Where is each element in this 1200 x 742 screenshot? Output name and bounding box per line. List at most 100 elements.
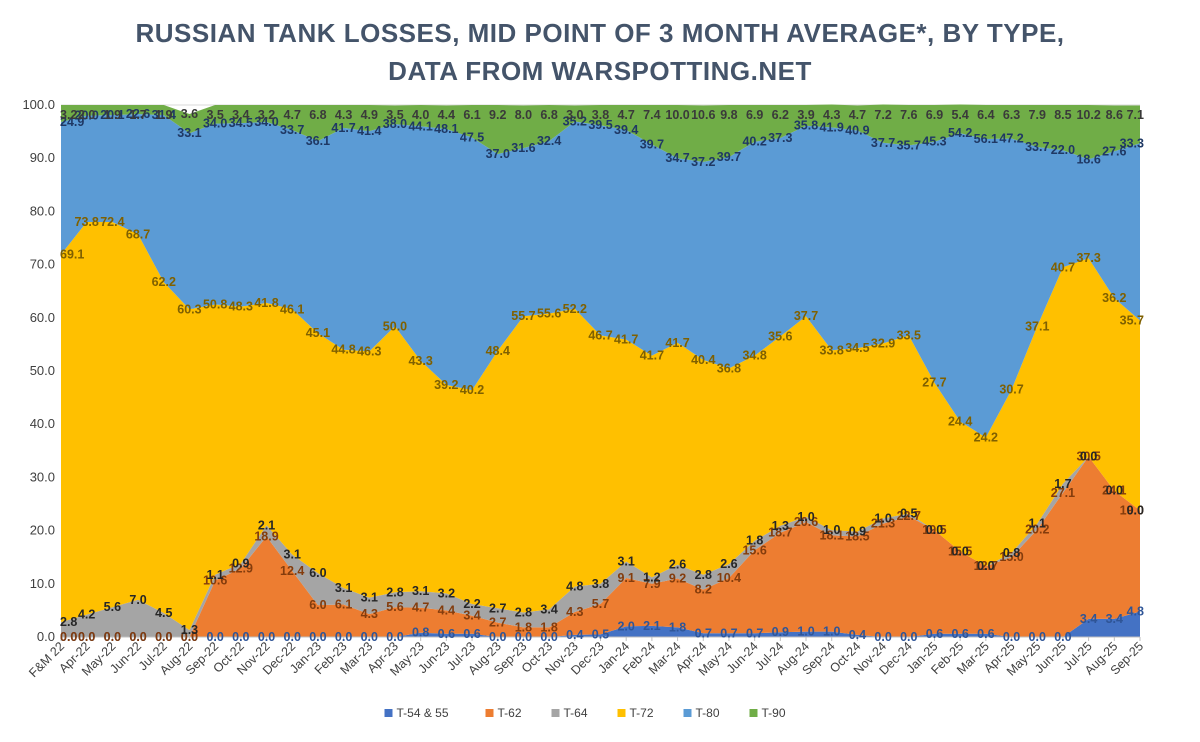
data-label: 0.0 bbox=[1080, 450, 1097, 464]
data-label: 33.8 bbox=[820, 343, 844, 357]
chart-title-line-1: RUSSIAN TANK LOSSES, MID POINT OF 3 MONT… bbox=[135, 18, 1064, 48]
data-label: 34.7 bbox=[665, 151, 689, 165]
data-label: 3.4 bbox=[1080, 612, 1097, 626]
data-label: 39.5 bbox=[588, 118, 612, 132]
data-label: 1.0 bbox=[797, 625, 814, 639]
data-label: 30.5 bbox=[1076, 450, 1100, 464]
data-label: 36.8 bbox=[717, 361, 741, 375]
data-label: 20.6 bbox=[794, 515, 818, 529]
data-label: 0.7 bbox=[695, 626, 712, 640]
data-label: 46.1 bbox=[280, 302, 304, 316]
data-label: 1.3 bbox=[181, 623, 198, 637]
data-label: 37.1 bbox=[1025, 319, 1049, 333]
data-label: 0.0 bbox=[78, 630, 95, 644]
data-label: 0.0 bbox=[155, 630, 172, 644]
y-tick-label: 20.0 bbox=[30, 523, 55, 538]
data-label: 7.1 bbox=[1127, 108, 1144, 122]
data-label: 40.2 bbox=[460, 383, 484, 397]
data-label: 34.0 bbox=[254, 115, 278, 129]
data-label: 0.0 bbox=[1003, 630, 1020, 644]
data-label: 12.9 bbox=[229, 561, 253, 575]
data-label: 2.1 bbox=[643, 619, 660, 633]
data-label: 9.8 bbox=[720, 108, 737, 122]
legend-label: T-90 bbox=[762, 706, 786, 720]
data-label: 0.0 bbox=[361, 630, 378, 644]
data-label: 4.8 bbox=[566, 579, 583, 593]
data-label: 6.8 bbox=[540, 108, 557, 122]
data-label: 0.0 bbox=[104, 630, 121, 644]
data-label: 39.7 bbox=[717, 150, 741, 164]
data-label: 4.4 bbox=[438, 603, 455, 617]
data-label: 2.0 bbox=[78, 108, 95, 122]
data-label: 0.6 bbox=[463, 627, 480, 641]
data-label: 5.6 bbox=[386, 600, 403, 614]
data-label: 41.9 bbox=[820, 120, 844, 134]
data-label: 0.0 bbox=[155, 630, 172, 644]
data-label: 0.0 bbox=[60, 630, 77, 644]
data-label: 6.9 bbox=[926, 108, 943, 122]
data-label: 34.0 bbox=[203, 117, 227, 131]
data-label: 7.4 bbox=[643, 108, 660, 122]
data-label: 33.1 bbox=[177, 126, 201, 140]
data-label: 41.8 bbox=[254, 296, 278, 310]
data-label: 0.9 bbox=[232, 557, 249, 571]
data-label: 1.7 bbox=[1054, 477, 1071, 491]
y-tick-label: 80.0 bbox=[30, 203, 55, 218]
data-label: 0.0 bbox=[1029, 630, 1046, 644]
data-label: 2.8 bbox=[386, 585, 403, 599]
data-label: 3.4 bbox=[540, 602, 557, 616]
data-label: 39.7 bbox=[640, 137, 664, 151]
data-label: 1.7 bbox=[129, 108, 146, 122]
data-label: 0.0 bbox=[515, 630, 532, 644]
data-label: 34.8 bbox=[742, 349, 766, 363]
data-label: 0.0 bbox=[232, 630, 249, 644]
data-label: 24.9 bbox=[60, 115, 84, 129]
data-label: 6.9 bbox=[746, 108, 763, 122]
data-label: 20.0 bbox=[75, 109, 99, 123]
data-label: 34.5 bbox=[845, 341, 869, 355]
data-label: 48.1 bbox=[434, 122, 458, 136]
data-label: 18.5 bbox=[845, 529, 869, 543]
data-label: 4.8 bbox=[1127, 604, 1144, 618]
data-label: 10.2 bbox=[1076, 108, 1100, 122]
data-label: 27.7 bbox=[922, 376, 946, 390]
y-tick-label: 100.0 bbox=[22, 97, 55, 112]
data-label: 1.8 bbox=[540, 620, 557, 634]
data-label: 4.4 bbox=[438, 108, 455, 122]
data-label: 2.1 bbox=[258, 518, 275, 532]
data-label: 9.1 bbox=[617, 571, 634, 585]
data-label: 2.2 bbox=[463, 597, 480, 611]
data-label: 62.2 bbox=[152, 275, 176, 289]
data-label: 3.1 bbox=[361, 591, 378, 605]
data-label: 0.0 bbox=[129, 630, 146, 644]
data-label: 1.0 bbox=[823, 625, 840, 639]
data-label: 3.5 bbox=[386, 108, 403, 122]
data-label: 6.4 bbox=[977, 108, 994, 122]
data-label: 24.4 bbox=[948, 415, 972, 429]
data-label: 12.4 bbox=[280, 564, 304, 578]
data-label: 0.0 bbox=[386, 630, 403, 644]
data-label: 0.0 bbox=[900, 630, 917, 644]
data-label: 37.3 bbox=[768, 131, 792, 145]
data-label: 18.9 bbox=[254, 529, 278, 543]
data-label: 33.5 bbox=[897, 328, 921, 342]
data-label: 0.0 bbox=[1106, 484, 1123, 498]
data-label: 1.8 bbox=[515, 620, 532, 634]
y-tick-label: 40.0 bbox=[30, 416, 55, 431]
data-label: 37.0 bbox=[486, 147, 510, 161]
legend-swatch bbox=[749, 709, 758, 717]
data-label: 0.0 bbox=[60, 630, 77, 644]
area-t-62 bbox=[61, 456, 1140, 637]
data-label: 0.0 bbox=[977, 559, 994, 573]
legend: T-54 & 55 T-62 T-64 T-72 T-80 T-90 bbox=[384, 706, 786, 720]
data-labels: 0.0 0.0 0.0 0.0 0.0 0.0 0.0 0.0 0.0 0.0 0.0 0.0 0.0 0… bbox=[60, 107, 1144, 644]
data-label: 3.4 bbox=[232, 108, 249, 122]
data-label: 60.3 bbox=[177, 302, 201, 316]
area-t-72 bbox=[61, 222, 1140, 631]
data-label: 0.0 bbox=[284, 630, 301, 644]
data-label: 0.4 bbox=[849, 628, 866, 642]
data-label: 8.0 bbox=[515, 108, 532, 122]
data-label: 24.1 bbox=[1102, 484, 1126, 498]
data-label: 3.2 bbox=[258, 108, 275, 122]
data-label: 0.6 bbox=[951, 627, 968, 641]
